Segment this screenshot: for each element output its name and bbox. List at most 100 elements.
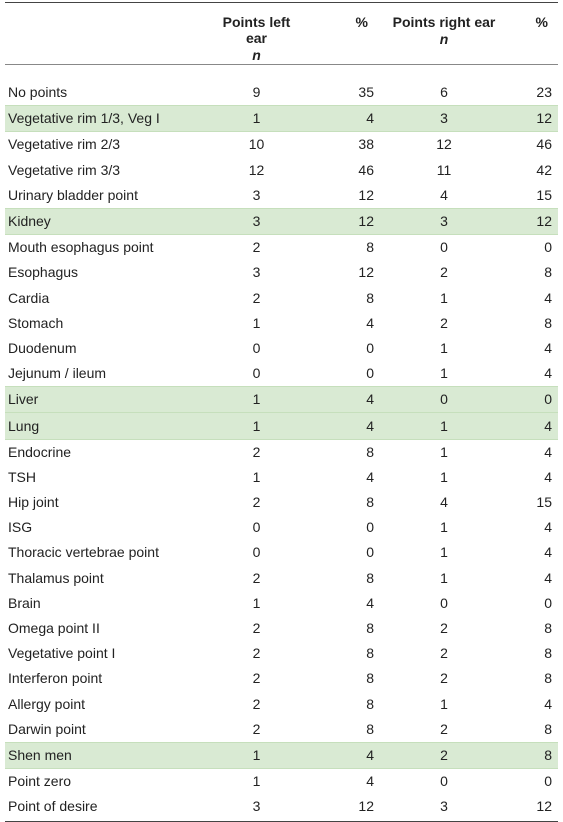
right-ear-percent: 42 bbox=[536, 161, 552, 178]
right-ear-percent: 4 bbox=[544, 289, 552, 306]
header-left-pct-line1: % bbox=[355, 14, 368, 30]
table-row: Interferon point 2 8 2 8 bbox=[5, 666, 558, 691]
left-ear-points: 3 bbox=[252, 798, 261, 815]
right-ear-points: 2 bbox=[440, 314, 448, 331]
table-row: Mouth esophagus point 2 8 0 0 bbox=[5, 235, 558, 261]
right-ear-points: 1 bbox=[440, 365, 448, 382]
left-ear-percent: 8 bbox=[366, 720, 374, 737]
left-ear-percent: 12 bbox=[358, 798, 374, 815]
left-ear-percent: 4 bbox=[366, 594, 374, 611]
right-ear-points: 2 bbox=[440, 720, 448, 737]
row-label: Thoracic vertebrae point bbox=[8, 544, 159, 561]
row-label: Endocrine bbox=[8, 443, 72, 460]
right-ear-points: 1 bbox=[440, 339, 448, 356]
right-ear-points: 0 bbox=[380, 386, 508, 414]
table-row: Cardia 2 8 1 4 bbox=[5, 286, 558, 311]
right-ear-points: 4 bbox=[440, 186, 448, 203]
right-ear-points: 1 bbox=[440, 289, 448, 306]
row-label: Vegetative rim 3/3 bbox=[8, 161, 121, 178]
right-ear-percent: 12 bbox=[536, 798, 552, 815]
left-ear-points: 1 bbox=[211, 741, 302, 770]
right-ear-percent: 12 bbox=[508, 105, 558, 133]
left-ear-points: 2 bbox=[252, 720, 261, 737]
left-ear-percent: 0 bbox=[366, 339, 374, 356]
right-ear-percent: 0 bbox=[544, 594, 552, 611]
header-rule bbox=[5, 64, 558, 65]
row-label: Duodenum bbox=[8, 339, 77, 356]
left-ear-percent: 8 bbox=[366, 494, 374, 511]
right-ear-points: 3 bbox=[380, 105, 508, 133]
right-ear-points: 6 bbox=[440, 84, 448, 101]
header-right-ear-line2: n bbox=[439, 31, 449, 47]
table-row: ISG 0 0 1 4 bbox=[5, 515, 558, 540]
right-ear-percent: 4 bbox=[544, 365, 552, 382]
row-label: Shen men bbox=[5, 741, 211, 770]
table-row: Hip joint 2 8 4 15 bbox=[5, 490, 558, 515]
header-left-ear-percent: % bbox=[302, 3, 380, 65]
left-ear-points: 1 bbox=[211, 105, 302, 133]
right-ear-points: 11 bbox=[436, 161, 452, 178]
row-label: Thalamus point bbox=[8, 569, 104, 586]
right-ear-percent: 8 bbox=[544, 314, 552, 331]
table-row: Darwin point 2 8 2 8 bbox=[5, 717, 558, 743]
right-ear-points: 12 bbox=[436, 136, 452, 153]
right-ear-points: 2 bbox=[440, 670, 448, 687]
table-row: Allergy point 2 8 1 4 bbox=[5, 692, 558, 717]
left-ear-points: 3 bbox=[252, 264, 261, 281]
right-ear-points: 1 bbox=[440, 468, 448, 485]
right-ear-points: 4 bbox=[440, 494, 448, 511]
right-ear-percent: 8 bbox=[508, 741, 558, 770]
right-ear-percent: 0 bbox=[544, 773, 552, 790]
row-label: No points bbox=[8, 84, 68, 101]
table-row: Thalamus point 2 8 1 4 bbox=[5, 566, 558, 591]
row-label: Darwin point bbox=[8, 720, 86, 737]
left-ear-points: 9 bbox=[252, 84, 261, 101]
left-ear-percent: 8 bbox=[366, 620, 374, 637]
right-ear-percent: 8 bbox=[544, 264, 552, 281]
header-right-ear-percent: % bbox=[508, 3, 558, 65]
table-container: Points left ear n % Points right ear n %… bbox=[5, 2, 558, 822]
right-ear-points: 1 bbox=[440, 443, 448, 460]
right-ear-points: 3 bbox=[380, 207, 508, 236]
right-ear-points: 1 bbox=[380, 412, 508, 440]
header-right-pct-line1: % bbox=[535, 14, 548, 30]
table-row: Esophagus 3 12 2 8 bbox=[5, 260, 558, 285]
row-label: ISG bbox=[8, 519, 33, 536]
right-ear-points: 1 bbox=[440, 695, 448, 712]
table-row: Vegetative point I 2 8 2 8 bbox=[5, 641, 558, 666]
left-ear-points: 2 bbox=[252, 670, 261, 687]
left-ear-points: 2 bbox=[252, 620, 261, 637]
right-ear-percent: 4 bbox=[508, 412, 558, 440]
table-row: Liver 1 4 0 0 bbox=[5, 386, 558, 414]
row-label: Brain bbox=[8, 594, 41, 611]
right-ear-percent: 8 bbox=[544, 645, 552, 662]
table-row: Omega point II 2 8 2 8 bbox=[5, 616, 558, 641]
table-row: Vegetative rim 2/3 10 38 12 46 bbox=[5, 132, 558, 158]
table-row: Shen men 1 4 2 8 bbox=[5, 741, 558, 770]
table-row: Kidney 3 12 3 12 bbox=[5, 207, 558, 236]
left-ear-percent: 4 bbox=[366, 314, 374, 331]
row-label: Vegetative rim 1/3, Veg I bbox=[5, 105, 211, 133]
left-ear-percent: 46 bbox=[358, 161, 374, 178]
left-ear-percent: 38 bbox=[358, 136, 374, 153]
right-ear-percent: 0 bbox=[544, 239, 552, 256]
left-ear-percent: 4 bbox=[366, 773, 374, 790]
header-left-ear-line1: Points left ear bbox=[222, 14, 291, 46]
left-ear-percent: 0 bbox=[366, 365, 374, 382]
right-ear-percent: 8 bbox=[544, 720, 552, 737]
header-label-column bbox=[5, 3, 211, 65]
table-row: Stomach 1 4 2 8 bbox=[5, 311, 558, 336]
row-label: Vegetative point I bbox=[8, 645, 116, 662]
row-label: Interferon point bbox=[8, 670, 103, 687]
left-ear-points: 0 bbox=[252, 365, 261, 382]
right-ear-points: 1 bbox=[440, 544, 448, 561]
row-label: Kidney bbox=[5, 207, 211, 236]
right-ear-points: 2 bbox=[380, 741, 508, 770]
left-ear-points: 0 bbox=[252, 519, 261, 536]
left-ear-points: 2 bbox=[252, 645, 261, 662]
right-ear-points: 1 bbox=[440, 569, 448, 586]
right-ear-points: 2 bbox=[440, 620, 448, 637]
left-ear-percent: 4 bbox=[366, 468, 374, 485]
header-right-ear-line1: Points right ear bbox=[392, 14, 496, 30]
row-label: Point zero bbox=[8, 773, 72, 790]
